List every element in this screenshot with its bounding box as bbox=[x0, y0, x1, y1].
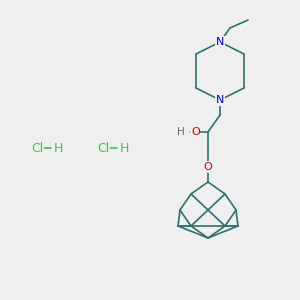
Text: O: O bbox=[204, 162, 212, 172]
Text: N: N bbox=[216, 95, 224, 105]
Text: N: N bbox=[216, 37, 224, 47]
Text: Cl: Cl bbox=[31, 142, 43, 154]
Text: H: H bbox=[177, 127, 185, 137]
Text: Cl: Cl bbox=[97, 142, 109, 154]
Text: O: O bbox=[191, 127, 200, 137]
Text: H: H bbox=[119, 142, 129, 154]
Text: H: H bbox=[53, 142, 63, 154]
